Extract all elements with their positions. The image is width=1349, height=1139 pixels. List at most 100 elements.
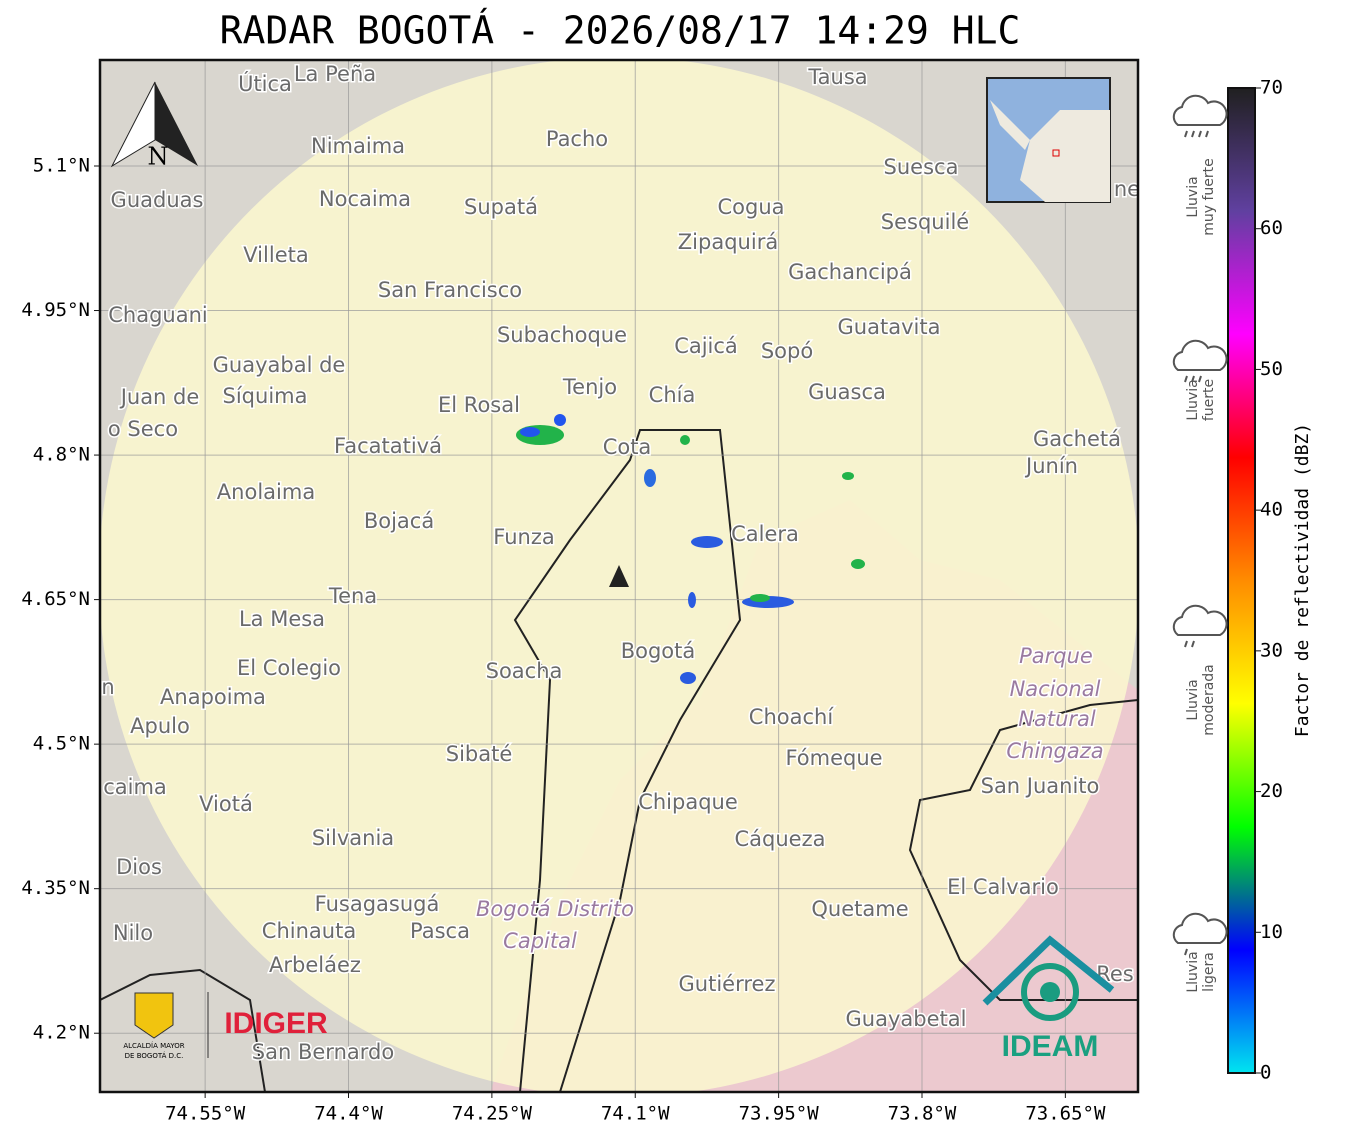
- dept-boundary: [100, 968, 266, 1092]
- place-label: Silvania: [312, 826, 394, 850]
- colorbar-tick-label: 0: [1260, 1062, 1271, 1084]
- y-tick-label: 4.95°N: [21, 299, 90, 321]
- level-label: fuerte: [1201, 379, 1217, 421]
- place-label: Soacha: [486, 659, 563, 683]
- place-label: Gachancipá: [788, 260, 912, 284]
- place-label: Guaduas: [111, 188, 204, 212]
- place-label: Villeta: [243, 243, 308, 267]
- place-label: Guayabetal: [846, 1007, 967, 1031]
- echo: [680, 435, 690, 445]
- chingaza-boundary: [908, 699, 1138, 1001]
- place-label: n: [101, 675, 114, 699]
- place-label: Apulo: [130, 714, 190, 738]
- place-label: Nimaima: [311, 134, 405, 158]
- map-area: Útica La Peña Tausa Pacho Nimaima Guaduas Noca…: [100, 60, 1140, 1092]
- place-label: Sesquilé: [881, 210, 969, 234]
- place-label: Bogotá: [621, 639, 696, 663]
- x-tick-label: 73.8°W: [888, 1103, 957, 1125]
- place-label: Chaguani: [108, 303, 208, 327]
- title: RADAR BOGOTÁ - 2026/08/17 14:29 HLC: [220, 9, 1021, 53]
- place-label: ne: [1114, 177, 1140, 201]
- place-label: Tenjo: [562, 375, 617, 399]
- x-tick-label: 74.1°W: [601, 1103, 670, 1125]
- place-label: o Seco: [108, 417, 178, 441]
- place-label: Parque: [1019, 644, 1093, 668]
- place-label: Juan de: [119, 385, 200, 409]
- place-label: San Francisco: [378, 278, 522, 302]
- level-label: Lluvia: [1185, 951, 1201, 992]
- place-label: Natural: [1018, 707, 1096, 731]
- echo: [691, 536, 723, 548]
- place-label: Chinauta: [262, 919, 356, 943]
- shield: [134, 992, 174, 1039]
- place-label: Tausa: [807, 65, 867, 89]
- level-label: moderada: [1201, 664, 1217, 736]
- place-label: Zipaquirá: [678, 230, 778, 254]
- place-label: Cogua: [717, 195, 784, 219]
- place-label: Calera: [731, 522, 799, 546]
- colorbar-tick-label: 70: [1260, 77, 1283, 99]
- place-label: El Rosal: [438, 393, 520, 417]
- x-tick-label: 73.65°W: [1025, 1103, 1106, 1125]
- y-tick-label: 5.1°N: [33, 154, 90, 176]
- ideam-roof: [982, 935, 1115, 1006]
- place-label: Pasca: [410, 919, 470, 943]
- place-label: Cajicá: [674, 334, 738, 358]
- x-tick-label: 73.95°W: [739, 1103, 820, 1125]
- level-label: ligera: [1201, 952, 1217, 992]
- radar-site: [609, 565, 629, 587]
- place-label: Chipaque: [638, 790, 738, 814]
- x-tick-label: 74.4°W: [314, 1103, 383, 1125]
- cloud-icon: [1172, 912, 1228, 944]
- colorbar-tick-label: 60: [1260, 217, 1283, 239]
- place-label: Supatá: [464, 195, 538, 219]
- rain-drop: [1198, 130, 1202, 138]
- colorbar-tick-label: 40: [1260, 499, 1283, 521]
- x-tick-label: 74.25°W: [452, 1103, 533, 1125]
- x-tick-label: 74.55°W: [165, 1103, 246, 1125]
- place-label: El Colegio: [237, 656, 341, 680]
- place-label: Funza: [493, 525, 554, 549]
- place-label: Gachetá: [1033, 427, 1121, 451]
- colorbar-tick-label: 30: [1260, 639, 1283, 661]
- place-label: Capital: [503, 929, 577, 953]
- echo: [520, 427, 540, 437]
- rain-level: Lluvia muy fuerte: [1172, 94, 1228, 236]
- place-label: Fusagasugá: [315, 892, 440, 916]
- north-arrow: N: [110, 81, 198, 171]
- echo: [842, 472, 854, 480]
- place-label: San Juanito: [981, 774, 1100, 798]
- colorbar: [1227, 87, 1256, 1074]
- place-label: Gutiérrez: [679, 972, 776, 996]
- echo: [554, 414, 566, 426]
- rain-level: Lluvia fuerte: [1172, 339, 1228, 421]
- cloud-icon: [1172, 94, 1228, 126]
- place-label: Arbeláez: [269, 953, 361, 977]
- cloud-icon: [1172, 339, 1228, 371]
- cloud-icon: [1172, 604, 1228, 636]
- level-label: Lluvia: [1185, 679, 1201, 720]
- colorbar-tick-label: 20: [1260, 780, 1283, 802]
- logo-ideam: IDEAM: [982, 935, 1115, 1063]
- place-label: El Calvario: [947, 875, 1059, 899]
- place-label: Choachí: [749, 705, 835, 729]
- echo: [688, 592, 696, 608]
- place-label: Cota: [603, 435, 652, 459]
- rain-drop: [1184, 640, 1188, 648]
- inset-land: [990, 100, 1030, 150]
- inset-land: [1020, 110, 1110, 202]
- place-label: Viotá: [199, 792, 253, 816]
- y-tick-label: 4.65°N: [21, 588, 90, 610]
- place-label: Cáqueza: [735, 827, 826, 851]
- place-label: Subachoque: [497, 323, 627, 347]
- rain-level: Lluvia moderada: [1172, 604, 1228, 736]
- place-label: Bogotá Distrito: [476, 897, 634, 921]
- place-label: Guayabal de: [213, 353, 346, 377]
- inset-marker: [1052, 149, 1060, 157]
- y-tick-label: 4.35°N: [21, 877, 90, 899]
- inset-map: [986, 77, 1111, 203]
- rain-drop: [1198, 375, 1202, 383]
- place-label: Nocaima: [319, 187, 411, 211]
- place-label: Quetame: [811, 897, 908, 921]
